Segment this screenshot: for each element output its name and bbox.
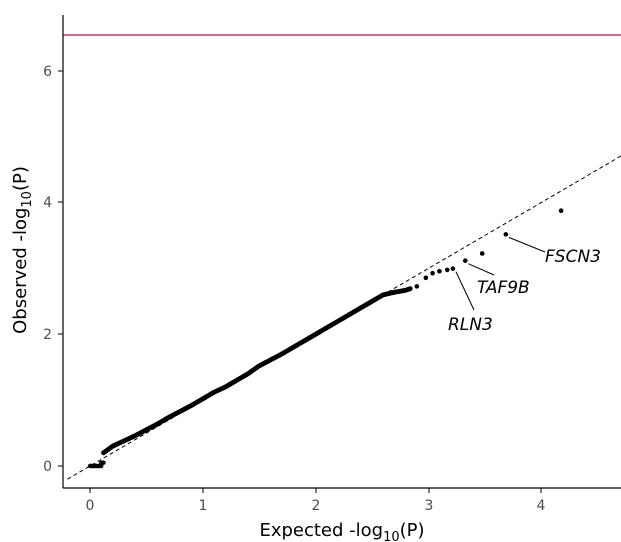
y-axis-title-suffix: (P)	[10, 166, 31, 191]
y-tick-label: 0	[43, 459, 52, 475]
points-layer	[87, 208, 564, 469]
data-point	[407, 286, 413, 292]
y-tick-label: 2	[43, 327, 52, 343]
data-point	[437, 268, 442, 274]
data-point-taf9b	[462, 258, 468, 264]
x-axis-title-prefix: Expected -log	[259, 520, 383, 541]
data-point-fscn3	[503, 232, 509, 237]
x-tick-label: 3	[425, 498, 434, 514]
gene-label-taf9b: TAF9B	[477, 278, 530, 298]
x-tick-label: 0	[86, 498, 95, 514]
x-axis-title: Expected -log10(P)	[259, 520, 424, 542]
y-tick-label: 4	[43, 195, 52, 211]
data-point	[423, 275, 429, 281]
x-axis-title-suffix: (P)	[400, 520, 425, 541]
y-tick-label: 6	[43, 64, 52, 80]
x-tick-label: 2	[312, 498, 321, 514]
x-ticks	[89, 488, 542, 493]
data-point	[430, 270, 435, 276]
data-point	[444, 267, 450, 273]
data-point	[101, 460, 106, 465]
gene-label-rln3: RLN3	[448, 315, 493, 335]
y-ticks	[58, 70, 63, 467]
x-axis-title-subscript: 10	[383, 530, 400, 542]
leader-line-taf9b	[468, 263, 495, 276]
leader-line-rln3	[455, 271, 475, 311]
data-point	[414, 284, 420, 289]
x-tick-label: 4	[537, 498, 546, 514]
data-point	[479, 251, 485, 256]
y-axis-title-subscript: 10	[20, 191, 35, 208]
data-point-rln3	[450, 266, 456, 271]
y-axis-title-prefix: Observed -log	[10, 208, 31, 334]
y-axis-title: Observed -log10(P)	[10, 166, 35, 334]
x-tick-label: 1	[199, 498, 208, 514]
gene-label-fscn3: FSCN3	[545, 247, 601, 267]
data-point	[558, 208, 564, 213]
leader-line-fscn3	[508, 236, 546, 253]
